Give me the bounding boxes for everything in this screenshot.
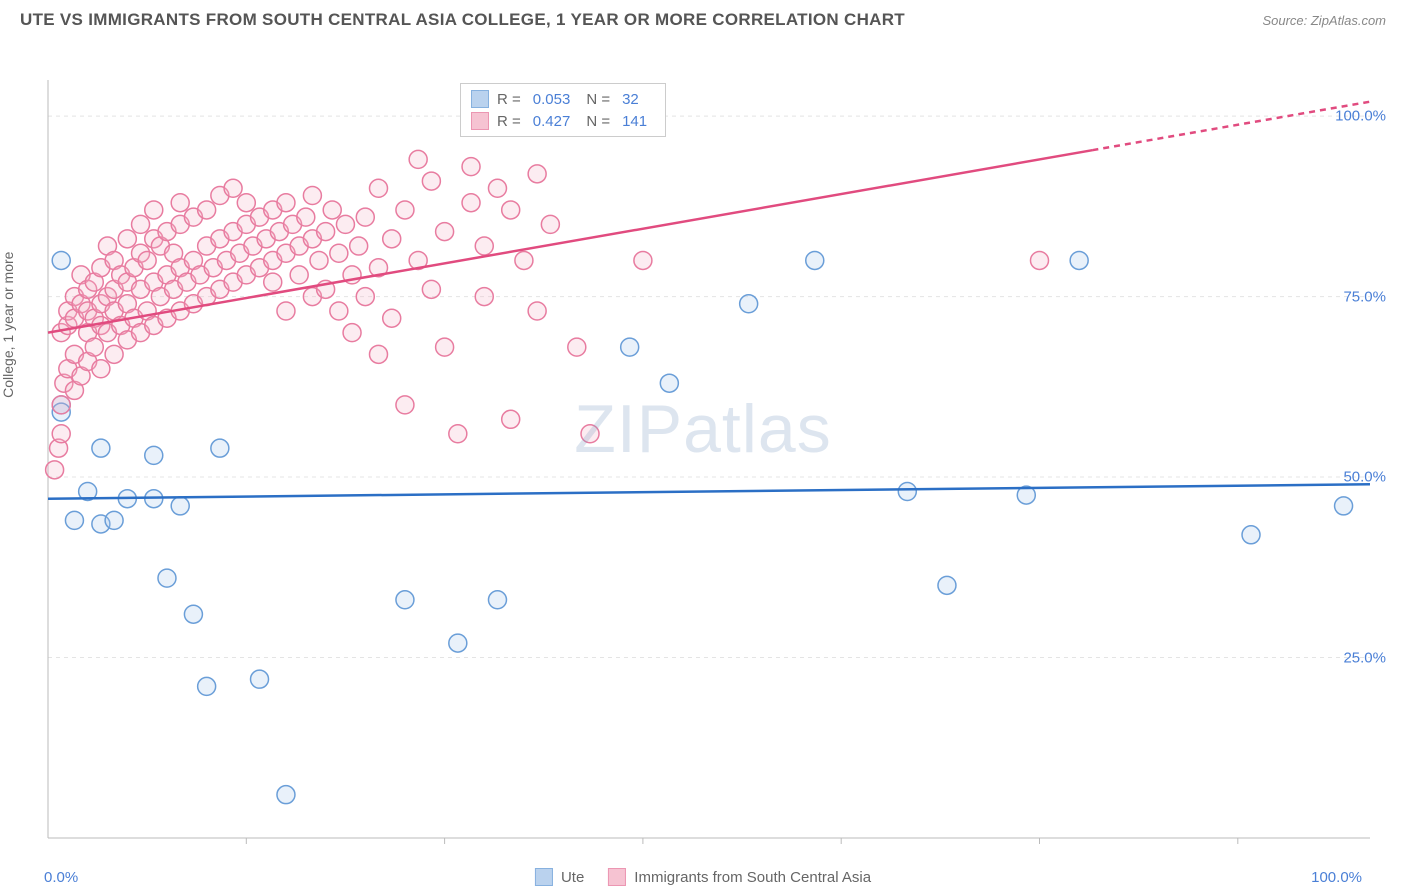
legend-item: Ute	[535, 868, 584, 886]
legend-swatch-icon	[535, 868, 553, 886]
x-axis-max-label: 100.0%	[1311, 869, 1362, 886]
legend-series-label: Immigrants from South Central Asia	[634, 869, 871, 886]
x-axis-min-label: 0.0%	[44, 869, 78, 886]
legend-r-label: R =	[497, 91, 521, 108]
legend-row: R = 0.427 N = 141	[471, 110, 655, 132]
legend-swatch-icon	[471, 112, 489, 130]
scatter-chart	[0, 38, 1406, 888]
legend-series: Ute Immigrants from South Central Asia	[535, 868, 871, 886]
y-tick-label: 75.0%	[1343, 288, 1386, 305]
y-tick-label: 25.0%	[1343, 649, 1386, 666]
legend-series-label: Ute	[561, 869, 584, 886]
source-label: Source: ZipAtlas.com	[1262, 13, 1386, 28]
legend-correlation: R = 0.053 N = 32 R = 0.427 N = 141	[460, 83, 666, 137]
legend-n-label: N =	[586, 113, 610, 130]
y-tick-label: 100.0%	[1335, 108, 1386, 125]
y-axis-label: College, 1 year or more	[0, 252, 16, 398]
legend-n-value: 141	[618, 113, 655, 130]
y-tick-label: 50.0%	[1343, 469, 1386, 486]
legend-item: Immigrants from South Central Asia	[608, 868, 871, 886]
legend-r-label: R =	[497, 113, 521, 130]
chart-container: College, 1 year or more ZIPatlas R = 0.0…	[0, 38, 1406, 888]
legend-r-value: 0.427	[529, 113, 579, 130]
chart-header: UTE VS IMMIGRANTS FROM SOUTH CENTRAL ASI…	[0, 0, 1406, 38]
chart-title: UTE VS IMMIGRANTS FROM SOUTH CENTRAL ASI…	[20, 10, 905, 30]
legend-n-value: 32	[618, 91, 647, 108]
legend-n-label: N =	[586, 91, 610, 108]
legend-r-value: 0.053	[529, 91, 579, 108]
legend-swatch-icon	[471, 90, 489, 108]
legend-row: R = 0.053 N = 32	[471, 88, 655, 110]
legend-swatch-icon	[608, 868, 626, 886]
